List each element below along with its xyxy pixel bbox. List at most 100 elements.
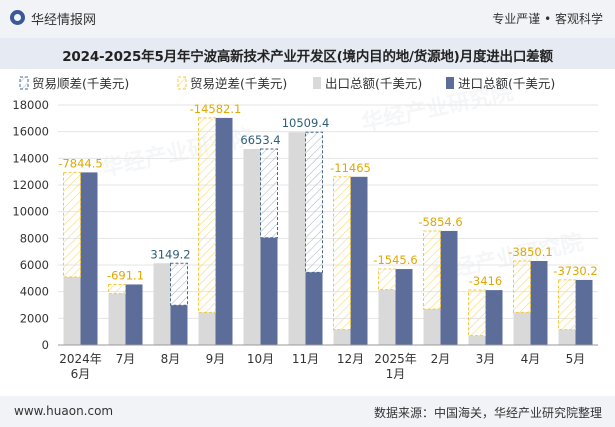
category-group: [243, 148, 278, 345]
legend: 贸易顺差(千美元) 贸易逆差(千美元) 出口总额(千美元) 进口总额(千美元): [19, 76, 555, 91]
export-bar: [108, 293, 126, 345]
category-group: [558, 279, 593, 345]
data-label: -1545.6: [373, 253, 417, 267]
data-label: -3850.1: [508, 245, 552, 259]
export-bar: [468, 335, 486, 345]
export-bar: [558, 329, 576, 345]
export-bar: [378, 289, 396, 345]
x-tick-label: 9月: [206, 352, 226, 366]
import-bar: [80, 172, 98, 345]
import-bar: [440, 230, 458, 345]
x-tick-label: 5月: [566, 352, 586, 366]
x-tick-label: 8月: [161, 352, 181, 366]
data-label: 6653.4: [240, 133, 280, 147]
y-tick-label: 2000: [20, 311, 49, 325]
category-group: [288, 131, 323, 345]
category-group: [153, 262, 188, 345]
deficit-bar: [423, 230, 441, 310]
legend-label: 贸易逆差(千美元): [190, 76, 287, 91]
category-group: [468, 289, 503, 345]
import-bar: [305, 272, 323, 345]
x-tick-label: 11月: [292, 352, 319, 366]
y-tick-label: 6000: [20, 258, 49, 272]
import-bar: [350, 176, 368, 345]
category-group: [333, 176, 368, 345]
import-bar: [170, 305, 188, 345]
legend-item: 出口总额(千美元): [313, 76, 422, 91]
deficit-bar: [468, 289, 486, 337]
x-tick-label: 12月: [337, 352, 364, 366]
title-bar: 2024-2025年5月年宁波高新技术产业开发区(境内目的地/货源地)月度进出口…: [0, 38, 615, 69]
x-tick-label: 2025年 1月: [374, 352, 417, 381]
data-label: -691.1: [107, 268, 144, 282]
legend-swatch: [313, 77, 321, 89]
chart-area: 贸易顺差(千美元) 贸易逆差(千美元) 出口总额(千美元) 进口总额(千美元) 0 20…: [12, 76, 598, 381]
top-banner: 华经情报网 专业严谨 • 客观科学: [0, 0, 615, 38]
y-tick-label: 14000: [12, 151, 49, 165]
brand-name: 华经情报网: [31, 13, 97, 28]
y-tick-label: 10000: [12, 205, 49, 219]
x-tick-label: 4月: [521, 352, 541, 366]
website-url[interactable]: www.huaon.com: [14, 404, 114, 418]
data-source: 数据来源：中国海关，华经产业研究院整理: [373, 406, 602, 420]
category-group: [423, 230, 458, 345]
import-bar: [260, 237, 278, 345]
export-bar: [153, 263, 171, 345]
tagline: 专业严谨 • 客观科学: [492, 12, 603, 26]
surplus-bar: [260, 148, 278, 239]
export-bar: [243, 149, 261, 345]
legend-swatch: [19, 76, 29, 90]
data-label: -5854.6: [418, 215, 462, 229]
import-bar: [395, 269, 413, 345]
surplus-bar: [170, 262, 188, 306]
data-label: -14582.1: [190, 102, 242, 116]
deficit-bar: [513, 260, 531, 313]
data-label: -3416: [469, 274, 502, 288]
bars: [63, 117, 593, 345]
category-group: [198, 117, 233, 345]
import-bar: [125, 284, 143, 345]
export-bar: [333, 329, 351, 345]
data-label: -7844.5: [58, 156, 102, 170]
export-bar: [288, 132, 306, 345]
y-tick-label: 0: [42, 338, 49, 352]
legend-item: 贸易顺差(千美元): [19, 76, 129, 91]
x-tick-label: 10月: [247, 352, 274, 366]
footer: www.huaon.com 数据来源：中国海关，华经产业研究院整理: [0, 396, 615, 427]
legend-label: 贸易顺差(千美元): [32, 76, 129, 91]
deficit-bar: [558, 279, 576, 331]
legend-swatch: [177, 76, 187, 90]
deficit-bar: [63, 171, 81, 278]
x-tick-label: 2月: [431, 352, 451, 366]
legend-swatch: [446, 77, 454, 89]
deficit-bar: [108, 283, 126, 295]
data-label: 10509.4: [282, 116, 330, 130]
deficit-bar: [198, 117, 216, 313]
data-label: 3149.2: [150, 247, 190, 261]
import-bar: [575, 279, 593, 345]
x-tick-label: 3月: [476, 352, 496, 366]
category-group: [108, 283, 143, 345]
y-tick-label: 4000: [20, 285, 49, 299]
category-group: [63, 171, 98, 345]
huaon-logo-icon: [10, 10, 25, 25]
deficit-bar: [378, 268, 396, 291]
x-tick-label: 2024年 6月: [59, 352, 102, 381]
data-labels: -7844.5 -691.1 3149.2 -14582.1 6653.410509.4…: [58, 102, 597, 288]
y-tick-label: 12000: [12, 178, 49, 192]
deficit-bar: [333, 176, 351, 331]
chart-title: 2024-2025年5月年宁波高新技术产业开发区(境内目的地/货源地)月度进出口…: [62, 49, 553, 65]
import-bar: [485, 290, 503, 345]
surplus-bar: [305, 131, 323, 273]
data-label: -3730.2: [553, 264, 597, 278]
import-bar: [215, 117, 233, 345]
category-group: [513, 260, 548, 345]
y-tick-label: 18000: [12, 98, 49, 112]
y-axis: 0 2000 4000 6000 8000 10000 12000 14000 16000 180…: [12, 98, 49, 352]
export-bar: [63, 277, 81, 345]
legend-label: 进口总额(千美元): [458, 76, 555, 91]
export-bar: [423, 309, 441, 345]
legend-item: 贸易逆差(千美元): [177, 76, 287, 91]
export-bar: [513, 312, 531, 345]
